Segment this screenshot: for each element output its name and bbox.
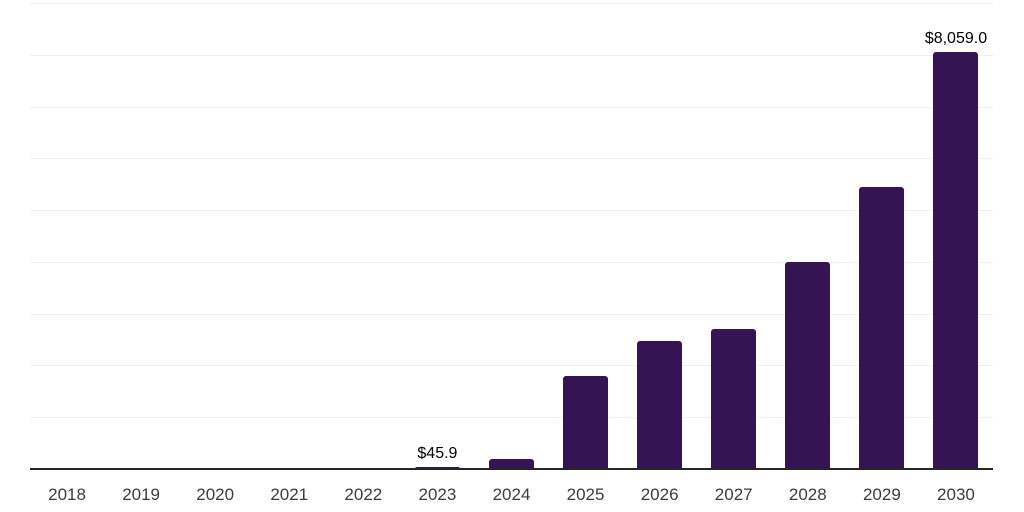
gridline [30,365,993,367]
gridline [30,417,993,419]
gridline [30,261,993,263]
x-tick-label-2019: 2019 [122,485,161,504]
gridline [30,210,993,212]
bar-2025 [563,375,609,469]
x-tick-label-2023: 2023 [418,485,457,504]
gridline [30,106,993,108]
bar-2030 [933,51,979,469]
bar-2028 [785,262,831,469]
x-tick-label-2021: 2021 [270,485,309,504]
x-tick-label-2026: 2026 [640,485,679,504]
x-tick-label-2028: 2028 [788,485,827,504]
gridline [30,3,993,4]
gridline [30,54,993,56]
x-tick-label-2029: 2029 [862,485,901,504]
gridline [30,313,993,315]
bar-2024 [489,459,534,469]
x-tick-label-2022: 2022 [344,485,383,504]
gridline [30,158,993,160]
bar-2023 [414,466,460,469]
bar-2026 [637,341,683,469]
x-tick-label-2020: 2020 [196,485,235,504]
x-axis-line [30,468,993,470]
x-tick-label-2027: 2027 [714,485,753,504]
bar-2029 [859,186,905,469]
x-tick-label-2030: 2030 [937,485,975,504]
bar-value-label-2030: $8,059.0 [924,29,988,47]
x-tick-label-2018: 2018 [48,485,86,504]
x-tick-label-2024: 2024 [492,485,531,504]
x-tick-label-2025: 2025 [566,485,605,504]
bar-2027 [711,328,757,469]
bar-value-label-2023: $45.9 [417,444,458,462]
